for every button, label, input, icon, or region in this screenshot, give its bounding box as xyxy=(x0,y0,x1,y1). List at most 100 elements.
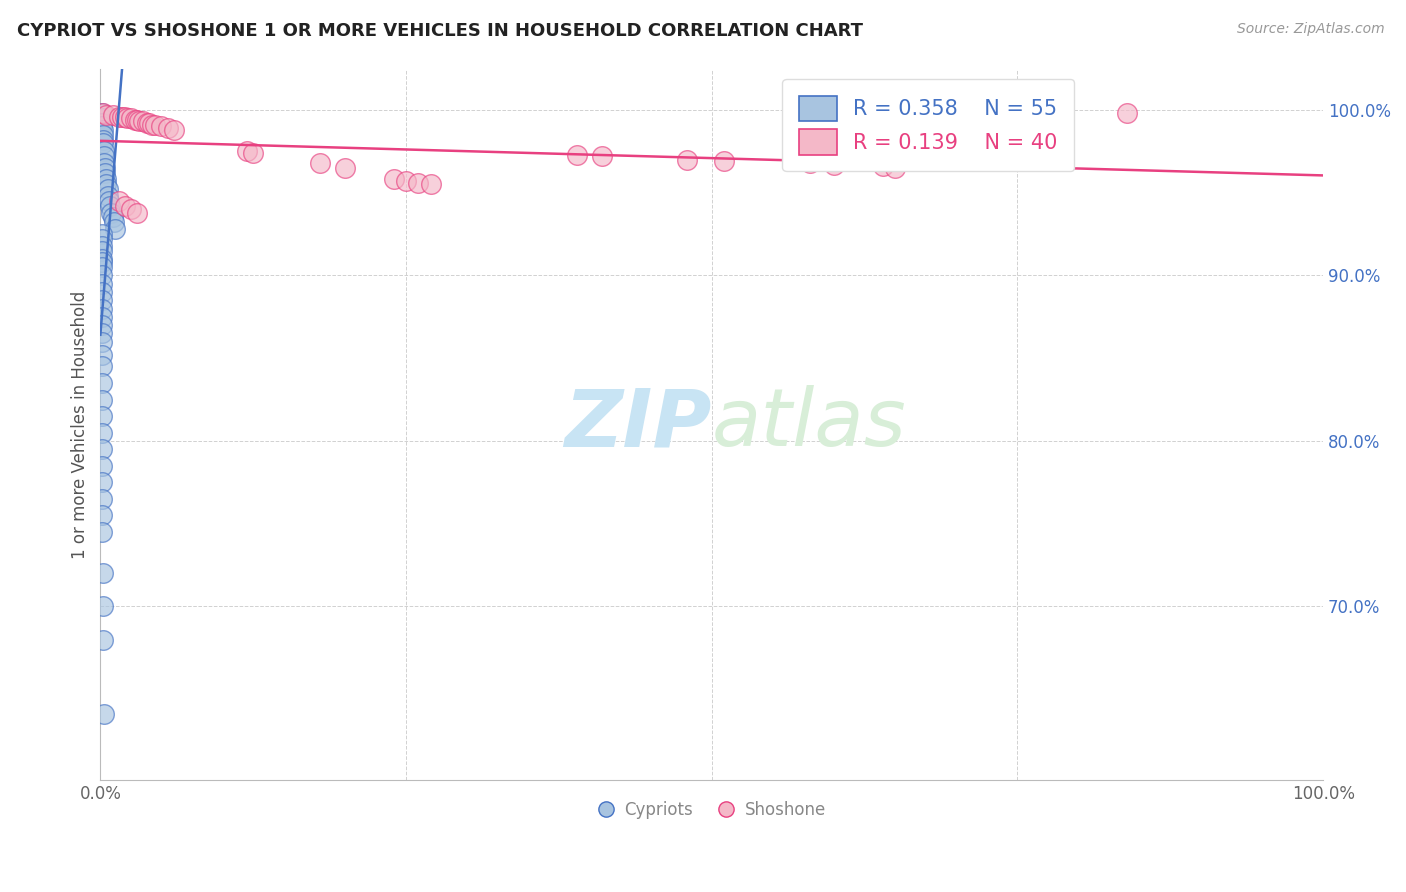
Point xyxy=(309,156,332,170)
Point xyxy=(90,326,112,341)
Point xyxy=(91,128,114,142)
Point xyxy=(125,205,148,219)
Point xyxy=(90,255,112,269)
Point xyxy=(91,566,114,581)
Point xyxy=(90,277,112,291)
Point xyxy=(90,238,112,252)
Point xyxy=(90,293,112,308)
Point xyxy=(104,222,127,236)
Point xyxy=(163,122,186,136)
Point xyxy=(97,182,120,196)
Point xyxy=(90,318,112,332)
Point xyxy=(90,116,112,130)
Point xyxy=(111,110,134,124)
Point xyxy=(101,108,124,122)
Point xyxy=(823,157,845,171)
Point xyxy=(90,348,112,362)
Point xyxy=(90,227,112,241)
Point xyxy=(101,211,124,225)
Point xyxy=(713,154,735,169)
Point xyxy=(90,120,112,134)
Point xyxy=(94,161,117,175)
Point xyxy=(135,116,157,130)
Point xyxy=(125,112,148,127)
Point xyxy=(93,707,115,722)
Point xyxy=(96,172,118,186)
Point xyxy=(90,310,112,324)
Legend: Cypriots, Shoshone: Cypriots, Shoshone xyxy=(591,794,832,825)
Text: ZIP: ZIP xyxy=(564,385,711,464)
Point xyxy=(138,116,160,130)
Point xyxy=(90,244,112,258)
Point xyxy=(91,106,114,120)
Point xyxy=(382,172,405,186)
Point xyxy=(128,114,150,128)
Point xyxy=(395,174,418,188)
Point xyxy=(333,161,356,175)
Point xyxy=(90,392,112,407)
Point xyxy=(90,376,112,390)
Point xyxy=(90,508,112,523)
Point xyxy=(91,599,114,614)
Point xyxy=(90,425,112,440)
Point xyxy=(90,409,112,424)
Point xyxy=(150,120,173,134)
Point xyxy=(107,194,129,208)
Point xyxy=(406,176,429,190)
Point xyxy=(90,252,112,266)
Point xyxy=(94,166,117,180)
Point xyxy=(419,178,441,192)
Point xyxy=(96,108,118,122)
Point xyxy=(97,189,120,203)
Text: atlas: atlas xyxy=(711,385,907,464)
Point xyxy=(90,106,112,120)
Point xyxy=(90,524,112,539)
Point xyxy=(90,491,112,506)
Point xyxy=(114,110,136,124)
Point xyxy=(567,147,589,161)
Point xyxy=(591,149,613,163)
Point xyxy=(145,118,167,132)
Point xyxy=(93,156,115,170)
Point xyxy=(120,111,142,125)
Y-axis label: 1 or more Vehicles in Household: 1 or more Vehicles in Household xyxy=(72,290,89,558)
Text: CYPRIOT VS SHOSHONE 1 OR MORE VEHICLES IN HOUSEHOLD CORRELATION CHART: CYPRIOT VS SHOSHONE 1 OR MORE VEHICLES I… xyxy=(17,22,863,40)
Point xyxy=(91,122,114,136)
Point xyxy=(236,145,259,159)
Point xyxy=(90,301,112,316)
Point xyxy=(884,161,907,175)
Point xyxy=(98,199,121,213)
Point xyxy=(91,136,114,150)
Point xyxy=(872,159,894,173)
Point xyxy=(124,112,146,127)
Point xyxy=(90,232,112,246)
Point xyxy=(107,110,129,124)
Point xyxy=(90,475,112,490)
Point xyxy=(799,156,821,170)
Point xyxy=(100,205,122,219)
Point xyxy=(132,114,155,128)
Point xyxy=(90,260,112,275)
Point xyxy=(91,133,114,147)
Point xyxy=(242,145,264,160)
Point xyxy=(90,268,112,283)
Text: Source: ZipAtlas.com: Source: ZipAtlas.com xyxy=(1237,22,1385,37)
Point xyxy=(90,442,112,457)
Point xyxy=(93,149,115,163)
Point xyxy=(114,199,136,213)
Point xyxy=(93,145,115,159)
Point xyxy=(90,458,112,473)
Point xyxy=(90,359,112,374)
Point xyxy=(96,178,118,192)
Point xyxy=(120,202,142,217)
Point xyxy=(90,111,112,125)
Point xyxy=(90,285,112,299)
Point xyxy=(676,153,699,167)
Point xyxy=(156,121,179,136)
Point xyxy=(117,111,139,125)
Point xyxy=(103,215,125,229)
Point xyxy=(97,194,120,208)
Point xyxy=(91,632,114,647)
Point xyxy=(1116,106,1139,120)
Point xyxy=(141,118,163,132)
